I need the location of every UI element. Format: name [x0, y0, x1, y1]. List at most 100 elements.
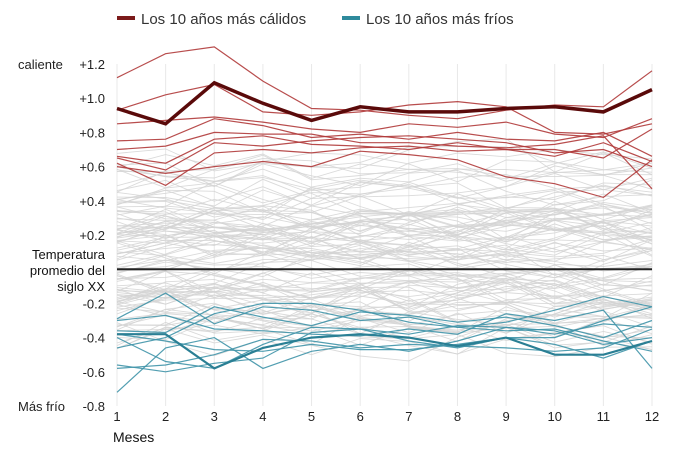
background-year-line	[116, 294, 653, 333]
background-year-line	[116, 265, 653, 308]
y-tick-label: +0.6	[79, 160, 105, 175]
background-year-line	[116, 313, 653, 362]
x-tick-label: 6	[357, 409, 364, 424]
background-year-line	[116, 244, 653, 292]
warm-year-line	[116, 116, 653, 139]
legend: Los 10 años más cálidos Los 10 años más f…	[117, 11, 514, 28]
warm-year-line	[116, 142, 653, 187]
highlight-lines	[116, 80, 653, 370]
cold-year-line	[116, 292, 653, 328]
y-tick-label: +0.2	[79, 228, 105, 243]
legend-label: Los 10 años más fríos	[366, 11, 514, 28]
y-tick-label: -0.8	[83, 399, 105, 414]
y-side-labels: caliente Más frío	[18, 57, 65, 414]
background-year-line	[116, 212, 653, 237]
background-year-line	[116, 231, 653, 262]
background-year-line	[116, 242, 653, 290]
background-year-line	[116, 217, 653, 244]
x-tick-label: 12	[645, 409, 659, 424]
background-year-line	[116, 278, 653, 309]
cold-year-line	[116, 306, 653, 352]
cold-highlight-line	[117, 333, 653, 370]
background-year-line	[116, 193, 653, 233]
x-tick-label: 8	[454, 409, 461, 424]
x-tick-label: 7	[405, 409, 412, 424]
y-axis-ticks: +1.2 +1.0 +0.8 +0.6 +0.4 +0.2 -0.2 -0.4 -0.6 -0.8	[79, 57, 105, 414]
background-year-line	[116, 205, 653, 243]
background-year-line	[116, 270, 653, 306]
background-year-line	[116, 194, 653, 242]
cold-year-line	[116, 302, 653, 352]
warm-year-line	[116, 131, 653, 190]
background-year-line	[116, 225, 653, 259]
y-tick-label: +1.2	[79, 57, 105, 72]
background-year-line	[116, 274, 653, 311]
x-tick-label: 3	[211, 409, 218, 424]
y-tick-label: +0.8	[79, 125, 105, 140]
warm-highlight-line	[116, 80, 653, 126]
x-axis-title: Meses	[113, 429, 154, 445]
reference-line-label: siglo XX	[57, 279, 105, 294]
x-tick-label: 5	[308, 409, 315, 424]
background-year-line	[116, 208, 653, 241]
background-year-line	[116, 154, 653, 190]
background-year-lines	[116, 138, 653, 362]
x-tick-label: 4	[259, 409, 266, 424]
background-year-line	[116, 177, 653, 216]
cold-year-line	[116, 323, 653, 373]
background-year-line	[116, 203, 653, 240]
background-year-line	[116, 265, 653, 299]
y-side-label-top: caliente	[18, 57, 63, 72]
y-tick-label: -0.2	[83, 296, 105, 311]
x-tick-label: 10	[547, 409, 561, 424]
x-tick-label: 9	[502, 409, 509, 424]
background-year-line	[116, 290, 653, 328]
background-year-line	[116, 221, 653, 256]
background-year-line	[116, 298, 653, 335]
reference-line-label: promedio del	[30, 263, 105, 278]
background-year-line	[116, 309, 653, 343]
background-year-line	[116, 239, 653, 276]
warm-year-line	[116, 150, 653, 199]
reference-line-label: Temperatura	[32, 247, 106, 262]
background-year-line	[116, 218, 653, 255]
warm-year-line	[116, 135, 653, 171]
legend-label: Los 10 años más cálidos	[141, 11, 306, 28]
background-year-line	[116, 225, 653, 266]
x-tick-label: 11	[597, 409, 611, 424]
y-tick-label: -0.4	[83, 331, 105, 346]
background-year-line	[116, 301, 653, 331]
background-year-line	[116, 182, 653, 214]
warm-year-line	[116, 128, 653, 164]
cold-year-lines	[116, 292, 653, 393]
background-year-line	[116, 202, 653, 245]
y-tick-label: +0.4	[79, 194, 105, 209]
y-tick-label: -0.6	[83, 365, 105, 380]
cold-year-line	[116, 326, 653, 393]
background-year-line	[116, 322, 653, 357]
background-year-line	[116, 263, 653, 299]
y-tick-label: +1.0	[79, 91, 105, 106]
background-year-line	[116, 212, 653, 239]
x-axis-ticks: 1 2 3 4 5 6 7 8 9 10 11 12	[113, 409, 659, 424]
background-year-line	[116, 289, 653, 328]
background-year-line	[116, 165, 653, 198]
warm-year-lines	[116, 46, 653, 199]
background-year-line	[116, 151, 653, 180]
cold-year-line	[116, 328, 653, 369]
warm-year-line	[116, 46, 653, 120]
background-year-line	[116, 253, 653, 293]
background-year-line	[116, 272, 653, 305]
background-year-line	[116, 234, 653, 279]
background-year-line	[116, 187, 653, 214]
background-year-line	[116, 200, 653, 236]
background-year-line	[116, 245, 653, 278]
cold-year-line	[116, 309, 653, 369]
x-tick-label: 1	[113, 409, 120, 424]
cold-year-line	[116, 306, 653, 339]
background-year-line	[116, 270, 653, 299]
x-tick-label: 2	[162, 409, 169, 424]
y-side-label-bottom: Más frío	[18, 399, 65, 414]
